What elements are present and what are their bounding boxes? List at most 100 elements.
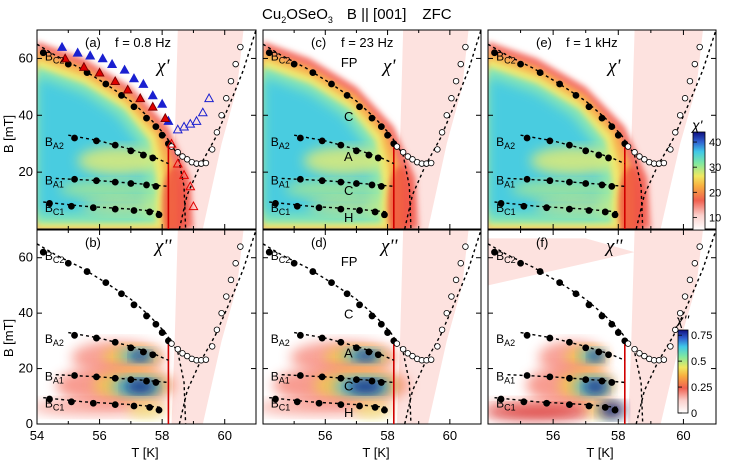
data-point-BA2 [296,331,304,339]
data-point-BA1 [152,379,160,386]
data-point-open [443,309,450,317]
data-point-BA2 [353,147,360,155]
data-point-blue-triangle [107,58,118,68]
data-point-BA2 [374,154,382,162]
data-point-red-triangle [135,92,146,103]
boundary-BC1-line [43,396,163,409]
panel-frame-b [36,229,257,425]
data-point-open [237,43,244,51]
data-point-BC1 [371,403,379,411]
data-point-BA2 [318,334,326,342]
panel-e: (e) f = 1 kHz χ' BC2 BA2 BA1 BC1 [487,29,717,230]
phase-label-H: H [344,405,353,420]
data-point-BC2 [585,301,593,309]
data-point-open [174,345,181,353]
boundary-label-A2: BA2 [45,332,64,348]
data-point-BC2 [572,91,580,99]
colorbar-top-tick: 40 [709,137,721,149]
data-point-open [438,129,446,136]
phase-label-A: A [344,345,353,360]
boundary-paramagnetic-line [635,229,717,425]
data-point-BA2 [374,351,382,359]
data-point-BC2 [517,60,524,68]
data-point-BA1 [71,372,78,379]
data-point-BC2 [368,114,376,122]
data-point-open [393,340,401,347]
data-point-BC2 [102,279,110,287]
data-point-open [168,143,175,150]
data-point-open [696,243,703,250]
y-tick-label: 40 [19,305,33,320]
data-point-BA2 [71,331,78,339]
colorbar-top-label: χ' [690,117,704,133]
data-point-BA2 [149,351,157,359]
data-point-open [672,129,679,136]
boundary-BC2-line [36,243,187,425]
data-point-BC1 [89,399,97,407]
data-point-blue-triangle-open [191,115,202,125]
data-point-open [636,350,643,357]
data-point-open [427,356,435,363]
panel-frame-f [487,229,717,425]
y-tick-label: 20 [19,164,33,179]
data-point-BA1 [111,178,119,186]
data-point-open [624,143,632,150]
data-point-BA2 [337,141,345,149]
data-point-open [660,159,668,167]
data-point-BA1 [143,181,150,189]
data-point-BC1 [497,395,505,403]
data-point-BC2 [265,49,273,57]
data-point-BC2 [118,91,125,99]
data-point-open [399,149,407,156]
data-point-BC2 [64,259,72,267]
boundary-paramagnetic-line [404,29,482,230]
data-point-BC2 [343,91,351,99]
boundary-label-C2: BC2 [496,249,516,265]
data-point-open [462,243,469,250]
boundary-label-C2: BC2 [271,249,291,265]
data-point-BA2 [546,137,554,145]
data-point-open [404,350,412,357]
data-point-open [457,260,464,267]
panel-b: 0 20 40 60 54 56 58 60 (b) χ'' BC2 BA2 BA1 BC1 [19,229,257,443]
data-point-BC1 [293,398,301,406]
data-point-open [208,146,216,153]
data-point-BC2 [143,114,150,122]
panel-quantity-c: χ' [381,56,396,77]
data-point-red-triangle [60,53,71,63]
boundary-label-A1: BA1 [45,173,64,189]
data-point-BC1 [46,200,53,207]
boundary-paramagnetic-line [178,29,257,230]
data-point-BA2 [605,154,612,162]
phase-label-C: C [344,109,353,124]
data-point-open [641,352,648,360]
data-point-BC1 [381,211,388,219]
data-point-BA2 [523,331,531,339]
data-point-open [624,340,632,347]
data-point-open [409,156,416,163]
data-point-open [686,276,694,284]
data-point-BA1 [318,177,326,185]
y-tick-label: 20 [19,361,33,376]
data-point-blue-triangle-open [204,92,215,103]
data-point-blue-triangle-open [197,107,208,117]
data-point-open [399,345,407,353]
data-point-BC2 [118,290,125,298]
data-point-BA1 [71,175,78,183]
data-point-BA1 [598,181,606,189]
data-point-BC2 [39,49,47,57]
x-axis-label-left: T [K] [131,445,158,460]
boundary-label-C1: BC1 [45,396,65,412]
data-point-BA1 [296,372,304,379]
y-axis-label-top: B [mT] [1,115,16,153]
data-point-BC2 [614,329,622,336]
data-point-open [427,159,435,167]
data-point-BC2 [614,131,622,139]
data-point-red-triangle [94,67,105,77]
data-point-BC2 [309,268,317,275]
colorbar-bottom-label: χ'' [674,312,690,328]
data-point-BC2 [368,312,376,320]
data-point-open [208,343,216,350]
panel-label-e: (e) [536,35,552,50]
